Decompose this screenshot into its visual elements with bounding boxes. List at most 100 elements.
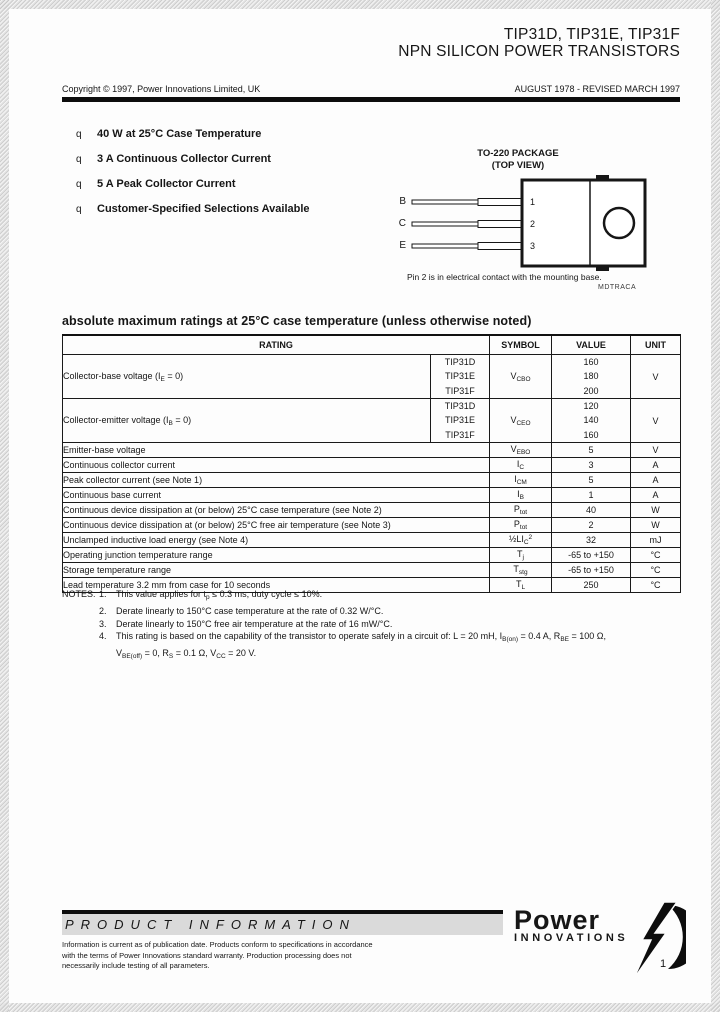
ratings-table: RATING SYMBOL VALUE UNIT Collector-base … [62, 334, 681, 593]
unit-cell: A [630, 487, 681, 503]
square-bullet-icon: q [76, 204, 82, 215]
symbol-cell: TL [489, 577, 552, 593]
rating-cell: Collector-emitter voltage (IB = 0) [62, 398, 431, 443]
note-item: 3. Derate linearly to 150°C free air tem… [62, 618, 668, 631]
column-header-symbol: SYMBOL [489, 334, 552, 355]
page-number: 1 [660, 958, 667, 970]
note-number: 4. [99, 631, 107, 642]
table-row: Continuous device dissipation at (or bel… [62, 502, 681, 518]
unit-cell: W [630, 517, 681, 533]
value-cell: 2 [551, 517, 631, 533]
value: 120 [583, 401, 599, 412]
note-text: Derate linearly to 150°C case temperatur… [116, 605, 384, 616]
value-cell: -65 to +150 [551, 547, 631, 563]
device-cell: TIP31D TIP31E TIP31F [430, 398, 490, 443]
table-row: Peak collector current (see Note 1) ICM … [62, 472, 681, 488]
value-cell: 40 [551, 502, 631, 518]
symbol-cell: Ptot [489, 502, 552, 518]
square-bullet-icon: q [76, 129, 82, 140]
unit-cell: °C [630, 577, 681, 593]
feature-label: Customer-Specified Selections Available [97, 203, 310, 215]
unit-cell: V [630, 354, 681, 399]
note-item: NOTES: 1. This value applies for tp ≤ 0.… [62, 588, 668, 605]
device-name: TIP31F [445, 429, 475, 440]
table-row: Unclamped inductive load energy (see Not… [62, 532, 681, 548]
note-item: 4. This rating is based on the capabilit… [62, 630, 668, 647]
package-title: TO-220 PACKAGE [477, 148, 559, 159]
pin-number-1: 1 [530, 197, 536, 207]
square-bullet-icon: q [76, 154, 82, 165]
ratings-title: absolute maximum ratings at 25°C case te… [62, 314, 532, 328]
value-cell: 250 [551, 577, 631, 593]
value-cell: -65 to +150 [551, 562, 631, 578]
rating-cell: Storage temperature range [62, 562, 490, 578]
copyright-text: Copyright © 1997, Power Innovations Limi… [62, 84, 261, 94]
table-row: Operating junction temperature range Tj … [62, 547, 681, 563]
unit-cell: °C [630, 562, 681, 578]
rating-cell: Operating junction temperature range [62, 547, 490, 563]
unit-cell: A [630, 457, 681, 473]
table-row: Lead temperature 3.2 mm from case for 10… [62, 577, 681, 593]
package-title-block: TO-220 PACKAGE (TOP VIEW) [428, 148, 608, 171]
device-name: TIP31E [444, 371, 475, 382]
scan-noise-border-left [0, 0, 9, 1012]
package-view-label: (TOP VIEW) [491, 159, 545, 171]
pin-number-2: 2 [530, 219, 536, 229]
feature-item: q 40 W at 25°C Case Temperature [76, 128, 310, 140]
value: 160 [583, 429, 599, 440]
pin-letter-c: C [398, 218, 406, 229]
table-row: Continuous base current IB 1 A [62, 487, 681, 503]
rating-cell: Emitter-base voltage [62, 442, 490, 458]
rating-cell: Peak collector current (see Note 1) [62, 472, 490, 488]
rating-cell: Collector-base voltage (IE = 0) [62, 354, 431, 399]
unit-cell: V [630, 442, 681, 458]
part-numbers-title: TIP31D, TIP31E, TIP31F [503, 26, 680, 43]
product-info-strip: PRODUCT INFORMATION [62, 914, 503, 935]
features-list: q 40 W at 25°C Case Temperature q 3 A Co… [76, 128, 310, 228]
pin-number-3: 3 [530, 241, 536, 251]
notes-section: NOTES: 1. This value applies for tp ≤ 0.… [62, 588, 668, 664]
value: 140 [583, 415, 599, 426]
feature-item: q Customer-Specified Selections Availabl… [76, 203, 310, 215]
unit-cell: V [630, 398, 681, 443]
unit-cell: A [630, 472, 681, 488]
table-row: Storage temperature range Tstg -65 to +1… [62, 562, 681, 578]
unit-cell: °C [630, 547, 681, 563]
rating-cell: Unclamped inductive load energy (see Not… [62, 532, 490, 548]
rating-cell: Continuous device dissipation at (or bel… [62, 517, 490, 533]
notes-label: NOTES: [62, 589, 96, 599]
value-cell: 3 [551, 457, 631, 473]
column-header-unit: UNIT [630, 334, 681, 355]
revision-date: AUGUST 1978 - REVISED MARCH 1997 [514, 84, 680, 94]
unit-cell: W [630, 502, 681, 518]
logo-wordmark-power: Power [514, 905, 601, 935]
note-number: 3. [99, 618, 107, 629]
table-row: Collector-emitter voltage (IB = 0) TIP31… [62, 398, 681, 443]
note-text: This rating is based on the capability o… [116, 631, 606, 644]
header-rule [62, 97, 680, 102]
note-number: 1. [99, 589, 107, 599]
device-name: TIP31E [444, 415, 475, 426]
document-titles: TIP31D, TIP31E, TIP31F NPN SILICON POWER… [398, 26, 680, 60]
note-number: 2. [99, 605, 107, 616]
value: 180 [583, 371, 599, 382]
value-cell: 5 [551, 442, 631, 458]
device-name: TIP31F [445, 385, 475, 396]
symbol-cell: Tstg [489, 562, 552, 578]
symbol-cell: Tj [489, 547, 552, 563]
scan-noise-border-top [0, 0, 720, 9]
feature-label: 40 W at 25°C Case Temperature [97, 128, 262, 140]
device-name: TIP31D [444, 401, 476, 412]
note-text: Derate linearly to 150°C free air temper… [116, 618, 393, 629]
table-row: Continuous collector current IC 3 A [62, 457, 681, 473]
feature-label: 5 A Peak Collector Current [97, 178, 236, 190]
value-cell: 1 [551, 487, 631, 503]
column-header-rating: RATING [62, 334, 490, 355]
document-subtitle: NPN SILICON POWER TRANSISTORS [398, 43, 680, 60]
note-text: VBE(off) = 0, RS = 0.1 Ω, VCC = 20 V. [116, 648, 257, 661]
symbol-cell: IB [489, 487, 552, 503]
feature-item: q 5 A Peak Collector Current [76, 178, 310, 190]
table-row: Collector-base voltage (IE = 0) TIP31D T… [62, 354, 681, 399]
rating-cell: Continuous base current [62, 487, 490, 503]
symbol-cell: ½LIC2 [489, 532, 552, 548]
